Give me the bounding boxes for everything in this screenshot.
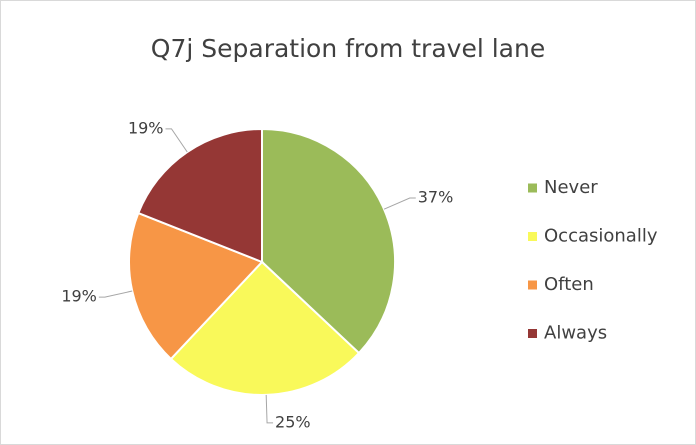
pie-slice — [261, 127, 396, 355]
data-label: 37% — [418, 188, 454, 207]
pie-slice — [137, 127, 263, 264]
leader-line — [98, 290, 133, 298]
leader-line — [265, 394, 274, 424]
leader-line — [165, 128, 188, 153]
legend-swatch — [528, 232, 537, 241]
legend-label: Occasionally — [544, 226, 658, 247]
data-label: 25% — [275, 412, 311, 431]
chart-title: Q7j Separation from travel lane — [151, 34, 545, 63]
data-label: 19% — [128, 118, 164, 137]
legend-label: Always — [544, 323, 607, 344]
legend-label: Never — [544, 177, 598, 198]
legend-swatch — [528, 280, 537, 290]
legend-label: Often — [544, 274, 594, 295]
data-label: 19% — [61, 287, 97, 306]
leader-line — [383, 197, 416, 210]
legend-swatch — [528, 183, 537, 193]
legend-swatch — [528, 329, 537, 338]
